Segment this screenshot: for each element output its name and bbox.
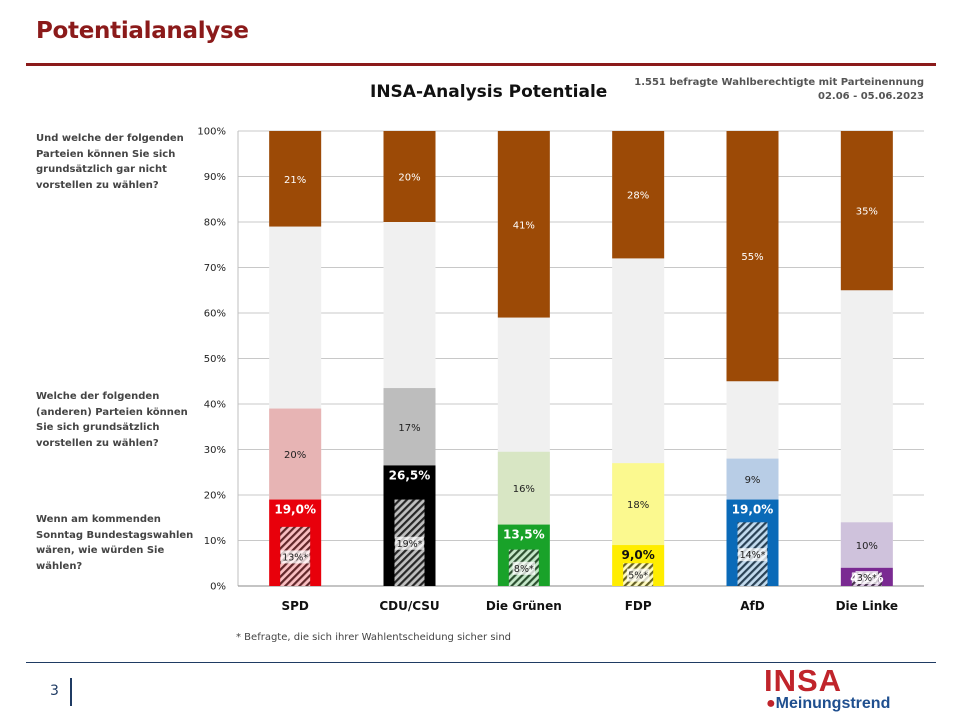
could-imagine-label: 9%: [745, 475, 761, 486]
chart-title: INSA-Analysis Potentiale: [370, 82, 608, 102]
certain-voters-label-bg: [512, 561, 536, 575]
page-number-bar: [70, 678, 72, 706]
question-vote-intention: Wenn am kommenden Sonntag Bundestagswahl…: [36, 514, 194, 572]
y-tick-label: 90%: [204, 172, 226, 183]
y-tick-label: 40%: [204, 400, 226, 411]
x-tick-label: CDU/CSU: [379, 599, 439, 613]
bar-could-imagine: [269, 408, 322, 500]
bar-cannot-imagine: [840, 131, 893, 291]
survey-dates: 02.06 - 05.06.2023: [817, 91, 924, 102]
could-imagine-label: 20%: [284, 450, 306, 461]
bar-could-imagine: [497, 451, 550, 525]
could-imagine-label: 17%: [398, 423, 420, 434]
bar-cannot-imagine: [269, 131, 322, 227]
footer-divider: [26, 662, 936, 663]
bar-cannot-imagine: [726, 131, 779, 382]
vote-intention-label: 19,0%: [732, 503, 774, 517]
y-tick-label: 100%: [197, 127, 226, 138]
y-tick-label: 0%: [210, 582, 226, 593]
certain-voters-label: 3%*: [857, 573, 877, 584]
certain-voters-label: 14%*: [740, 550, 766, 561]
vote-intention-label: 9,0%: [622, 548, 655, 562]
logo-dot-icon: ●: [766, 695, 776, 712]
bar-could-imagine: [840, 522, 893, 568]
y-tick-label: 20%: [204, 491, 226, 502]
x-tick-label: FDP: [625, 599, 652, 613]
vote-intention-label: 13,5%: [503, 528, 545, 542]
logo-main: INSA: [764, 663, 843, 698]
survey-sample: 1.551 befragte Wahlberechtigte mit Parte…: [634, 77, 924, 88]
x-tick-label: AfD: [740, 599, 765, 613]
could-imagine-label: 16%: [513, 484, 535, 495]
cannot-imagine-label: 21%: [284, 175, 306, 186]
bar-could-imagine: [726, 458, 779, 500]
page-number: 3: [50, 683, 59, 699]
y-tick-label: 50%: [204, 354, 226, 365]
footnote: * Befragte, die sich ihrer Wahlentscheid…: [236, 632, 512, 643]
cannot-imagine-label: 41%: [513, 220, 535, 231]
bar-cannot-imagine: [612, 131, 665, 259]
cannot-imagine-label: 20%: [398, 173, 420, 184]
cannot-imagine-label: 28%: [627, 191, 649, 202]
cannot-imagine-label: 55%: [741, 252, 763, 263]
certain-voters-label: 5%*: [628, 571, 648, 582]
certain-voters-label: 13%*: [282, 552, 308, 563]
y-tick-label: 10%: [204, 536, 226, 547]
cannot-imagine-label: 35%: [856, 207, 878, 218]
insa-logo: INSA ●Meinungstrend: [764, 663, 891, 712]
page-title: Potentialanalyse: [36, 18, 249, 44]
x-tick-label: Die Grünen: [486, 599, 562, 613]
title-divider: [26, 63, 936, 66]
certain-voters-label: 8%*: [514, 564, 534, 575]
bar-could-imagine: [612, 463, 665, 546]
y-tick-label: 30%: [204, 445, 226, 456]
x-tick-label: SPD: [281, 599, 308, 613]
certain-voters-label-bg: [280, 550, 310, 564]
certain-voters-label-bg: [395, 536, 424, 550]
vote-intention-label: 19,0%: [274, 503, 316, 517]
question-cannot-imagine: Und welche der folgenden Parteien können…: [36, 133, 184, 191]
survey-meta: 1.551 befragte Wahlberechtigte mit Parte…: [634, 76, 924, 104]
y-tick-label: 70%: [204, 263, 226, 274]
certain-voters-label: 19%*: [397, 539, 423, 550]
bar-cannot-imagine: [383, 131, 436, 222]
could-imagine-label: 10%: [856, 541, 878, 552]
bar-cannot-imagine: [497, 131, 550, 318]
vote-intention-label: 26,5%: [389, 468, 431, 482]
certain-voters-label-bg: [626, 568, 650, 582]
certain-voters-label-bg: [855, 571, 879, 584]
could-imagine-label: 18%: [627, 500, 649, 511]
certain-voters-label-bg: [738, 548, 767, 562]
y-tick-label: 60%: [204, 309, 226, 320]
x-tick-label: Die Linke: [836, 599, 899, 613]
bar-could-imagine: [383, 388, 436, 466]
logo-sub: Meinungstrend: [775, 695, 891, 712]
y-tick-label: 80%: [204, 218, 226, 229]
question-could-imagine: Welche der folgenden (anderen) Parteien …: [36, 391, 188, 449]
